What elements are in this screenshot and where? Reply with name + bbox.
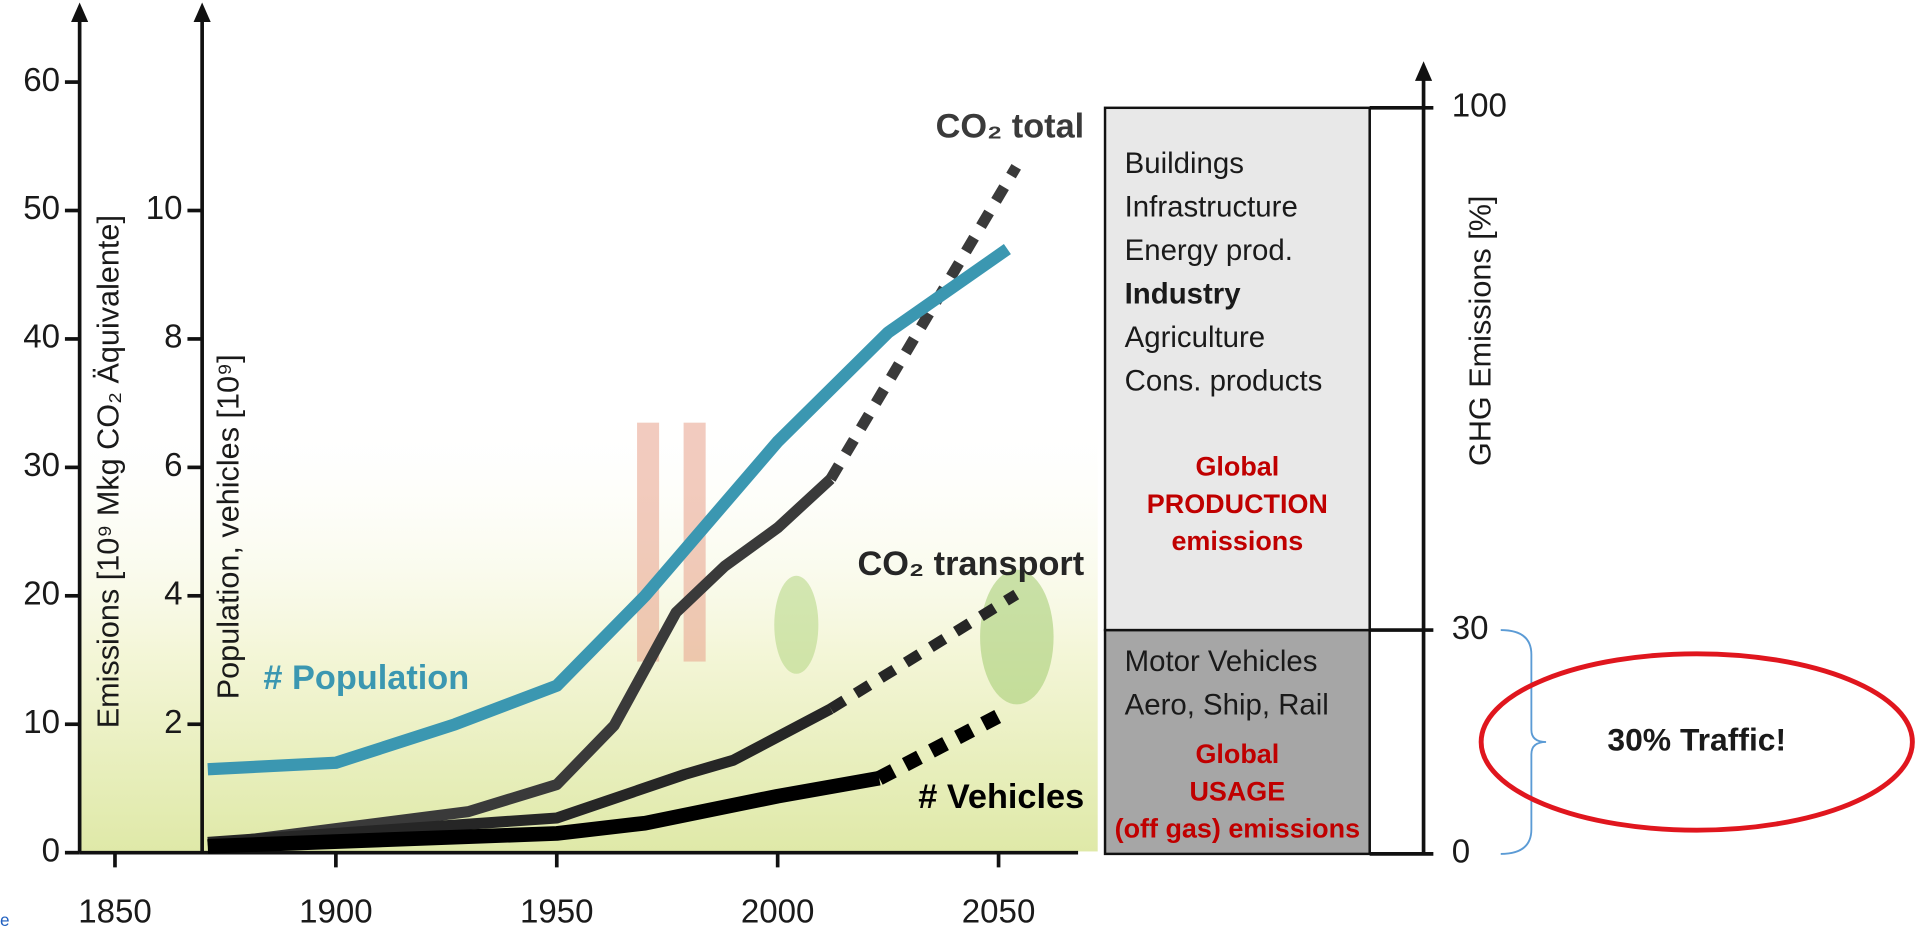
chimney <box>637 422 660 662</box>
axis-arrow <box>71 2 89 23</box>
stack-segment <box>1103 106 1371 632</box>
y-axis-title: Emissions [10⁹ Mkg CO₂ Äquivalente] <box>91 215 125 728</box>
series-line <box>207 244 1011 776</box>
x-tick-label: 1850 <box>78 894 152 931</box>
y2-tick-label: 4 <box>164 576 182 613</box>
y-tick-label: 0 <box>42 832 60 869</box>
right-tick-label: 30 <box>1452 610 1489 647</box>
series-label: # Vehicles <box>918 778 1084 816</box>
series-label: CO₂ total <box>936 108 1085 146</box>
segment-item: Motor Vehicles <box>1125 645 1318 678</box>
x-tick-label: 1900 <box>299 894 373 931</box>
y2-tick-label: 2 <box>164 704 182 741</box>
y-tick-label: 10 <box>23 704 60 741</box>
y-tick-label: 40 <box>23 319 60 356</box>
y2-tick-label: 10 <box>146 190 183 227</box>
y2-tick-label: 8 <box>164 319 182 356</box>
segment-label: (off gas) emissions <box>1115 814 1360 844</box>
tree <box>980 569 1054 705</box>
series-line <box>207 474 835 851</box>
series-line <box>207 770 881 854</box>
segment-label: USAGE <box>1189 776 1285 806</box>
series-label: # Population <box>263 659 469 697</box>
segment-item: Buildings <box>1125 147 1244 180</box>
y-tick-label: 50 <box>23 190 60 227</box>
segment-item: Industry <box>1125 278 1242 311</box>
segment-item: Agriculture <box>1125 321 1265 354</box>
background-illustration <box>80 404 1098 852</box>
x-tick-label: 1950 <box>520 894 594 931</box>
marks: Emissions [10⁹ Mkg CO₂ Äquivalente] Popul… <box>23 2 1915 931</box>
projection-line <box>875 704 1011 785</box>
segment-item: Cons. products <box>1125 365 1323 398</box>
corner-fragment: e <box>0 910 10 930</box>
series-line <box>207 703 834 848</box>
projection-line <box>826 164 1021 482</box>
tree <box>774 575 819 674</box>
segment-label: PRODUCTION <box>1147 489 1328 519</box>
y-tick-label: 60 <box>23 62 60 99</box>
stack-segment <box>1103 628 1371 856</box>
segment-item: Aero, Ship, Rail <box>1125 688 1329 721</box>
x-tick-label: 2050 <box>962 894 1036 931</box>
projection-line <box>827 589 1020 714</box>
axis-arrow <box>1414 61 1433 81</box>
right-axis-title: GHG Emissions [%] <box>1463 196 1497 466</box>
callout-ellipse <box>1478 651 1915 833</box>
x-tick-label: 2000 <box>741 894 815 931</box>
segment-label: Global <box>1195 451 1279 481</box>
segment-label: emissions <box>1171 526 1303 556</box>
right-tick-label: 100 <box>1452 88 1507 125</box>
segment-item: Energy prod. <box>1125 234 1293 267</box>
bracket <box>1500 629 1547 855</box>
y2-tick-label: 6 <box>164 447 182 484</box>
axis-arrow <box>193 2 211 23</box>
segment-label: Global <box>1195 739 1279 769</box>
y-tick-label: 20 <box>23 576 60 613</box>
y-tick-label: 30 <box>23 447 60 484</box>
series-label: CO₂ transport <box>857 545 1084 583</box>
callout-text: 30% Traffic! <box>1607 721 1786 757</box>
segment-item: Infrastructure <box>1125 191 1298 224</box>
y2-axis-title: Population, vehicles [10⁹] <box>211 354 245 699</box>
right-tick-label: 0 <box>1452 834 1470 871</box>
